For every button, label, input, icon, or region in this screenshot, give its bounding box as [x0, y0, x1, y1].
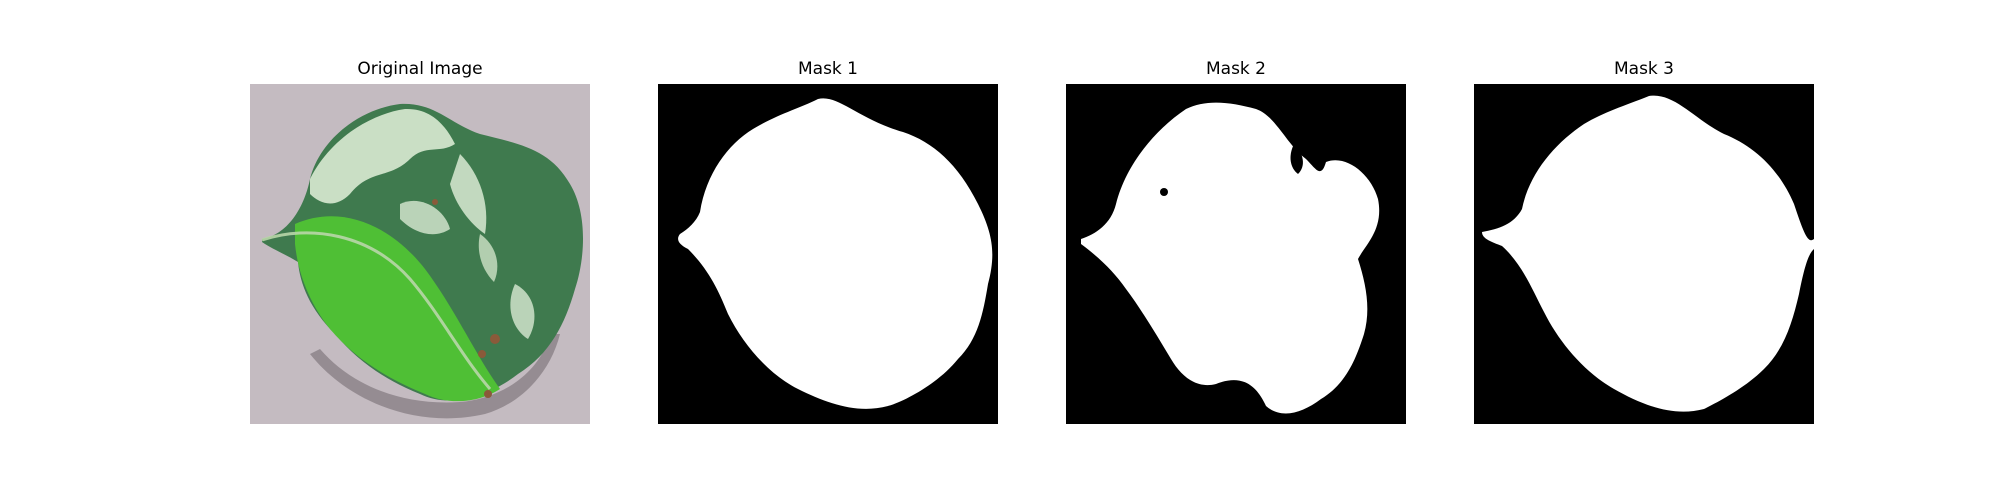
- panel-title: Mask 3: [1613, 59, 1674, 79]
- mask-image: [1066, 84, 1406, 424]
- panel-title: Mask 2: [1205, 59, 1266, 79]
- panel-title: Original Image: [357, 59, 483, 79]
- mask-image: [1474, 84, 1814, 424]
- original-image: [250, 84, 590, 424]
- mask-image: [658, 84, 998, 424]
- mask-1-shape: [658, 84, 998, 424]
- panel-mask-3: Mask 3: [1474, 0, 1814, 500]
- mask-2-shape: [1066, 84, 1406, 424]
- panel-original-image: Original Image: [250, 0, 590, 500]
- panel-title: Mask 1: [797, 59, 858, 79]
- panel-mask-1: Mask 1: [658, 0, 998, 500]
- panel-mask-2: Mask 2: [1066, 0, 1406, 500]
- leaf-photo: [250, 84, 590, 424]
- mask-3-shape: [1474, 84, 1814, 424]
